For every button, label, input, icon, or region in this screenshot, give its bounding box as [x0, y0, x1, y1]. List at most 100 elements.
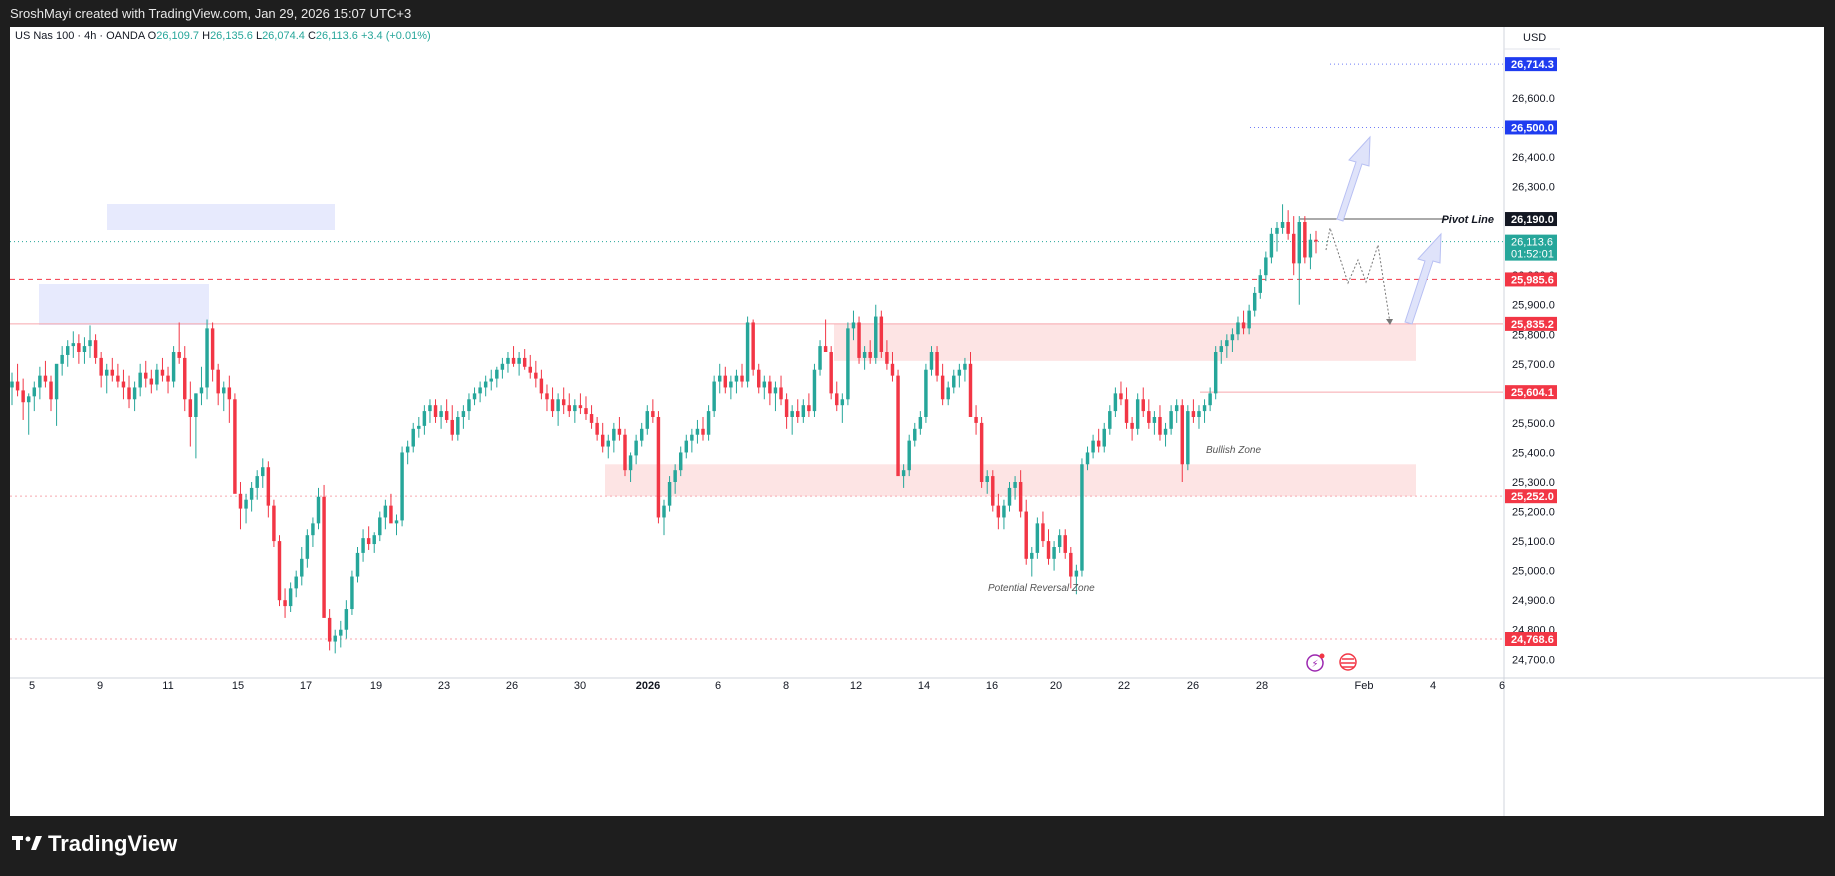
candle-body	[1135, 399, 1140, 429]
candle	[1069, 547, 1073, 589]
candle	[138, 363, 142, 397]
candle-body	[394, 520, 399, 524]
candle	[1286, 210, 1290, 240]
time-tick-label: 4	[1430, 680, 1436, 692]
candle	[1197, 405, 1201, 429]
candlestick-chart[interactable]: Pivot Line Bullish Zone Potential Reversal…	[10, 27, 1824, 816]
upward-arrow-1	[1336, 135, 1371, 222]
candle-body	[1186, 411, 1190, 465]
candle-body	[935, 352, 939, 376]
candle-body	[300, 558, 304, 577]
candle-body	[901, 470, 906, 477]
candle	[1052, 541, 1056, 571]
candle	[1258, 269, 1263, 299]
candle-body	[467, 399, 471, 412]
candle-body	[1007, 487, 1012, 506]
candle	[656, 411, 661, 524]
candle-body	[38, 375, 42, 388]
ohlc-legend: US Nas 100 · 4h · OANDA O26,109.7 H26,13…	[15, 30, 431, 42]
tradingview-logo[interactable]: TradingView	[12, 831, 177, 857]
candle	[361, 529, 365, 562]
candle-body	[1247, 310, 1251, 329]
candle-body	[1252, 292, 1257, 311]
time-tick-label: 2026	[636, 680, 660, 692]
candle-body	[706, 411, 711, 435]
candle	[327, 609, 332, 651]
candle	[573, 399, 577, 423]
candle-body	[907, 440, 911, 471]
candle	[1119, 381, 1123, 406]
candle-body	[929, 352, 934, 370]
candle	[1085, 446, 1090, 471]
time-tick-label: 17	[300, 680, 312, 692]
candle-body	[277, 541, 282, 601]
candle	[283, 588, 287, 618]
candle-body	[65, 346, 70, 355]
candle-body	[1303, 222, 1307, 258]
candle-body	[15, 381, 20, 391]
candle-body	[1102, 428, 1106, 447]
candle	[1135, 393, 1140, 435]
legend-part: 26,135.6	[210, 30, 256, 42]
candle	[1080, 458, 1084, 577]
candle-body	[868, 352, 872, 358]
candle-body	[1013, 482, 1017, 488]
candle	[1108, 405, 1112, 435]
candle-body	[801, 405, 806, 417]
candle	[1030, 547, 1034, 577]
candle	[305, 529, 310, 568]
price-tick-label: 25,500.0	[1512, 418, 1555, 430]
time-tick-label: 22	[1118, 680, 1130, 692]
candle	[1314, 230, 1318, 254]
candle-body	[1236, 322, 1240, 335]
candle-body	[612, 428, 616, 441]
price-tick-label: 25,400.0	[1512, 447, 1555, 459]
candle-body	[1230, 334, 1235, 341]
candle	[1169, 405, 1173, 435]
candle-body	[121, 381, 126, 388]
candle	[1202, 399, 1207, 423]
candle	[740, 363, 744, 388]
candle	[1275, 222, 1279, 252]
candle-body	[444, 411, 449, 420]
upward-arrow-2	[1404, 232, 1442, 325]
candle	[1208, 387, 1212, 412]
legend-part: C	[308, 30, 316, 42]
candle-body	[132, 387, 137, 400]
chart-panel[interactable]: Pivot Line Bullish Zone Potential Reversal…	[10, 27, 1824, 816]
candle	[261, 458, 265, 488]
candle-body	[500, 363, 505, 370]
candle-body	[99, 357, 103, 376]
candle-body	[757, 369, 761, 388]
candle-body	[383, 505, 388, 518]
candle-body	[584, 408, 588, 415]
candle	[244, 493, 248, 524]
candle	[589, 405, 594, 429]
candle	[171, 346, 176, 388]
price-tags-layer: 26,714.3 26,500.0 26,190.0 26,113.601:52:01…	[1505, 57, 1557, 647]
time-tick-label: 11	[162, 680, 173, 692]
candle-body	[60, 354, 64, 364]
candle	[1241, 310, 1246, 335]
candle-body	[32, 387, 37, 397]
price-tag-label: 26,714.3	[1511, 59, 1554, 71]
candle-body	[1219, 346, 1223, 352]
candle-body	[210, 328, 215, 370]
candle	[779, 375, 783, 406]
candle	[1303, 216, 1307, 264]
candle	[734, 369, 739, 394]
time-tick-label: 16	[986, 680, 998, 692]
candle	[54, 363, 59, 426]
candle	[913, 422, 917, 447]
candle-body	[411, 428, 415, 447]
candle-body	[1024, 511, 1028, 559]
price-tag-box	[1505, 316, 1557, 331]
candle-body	[244, 499, 248, 509]
candle	[166, 366, 170, 394]
candle-body	[823, 346, 828, 352]
candle-body	[712, 381, 716, 412]
candle-body	[556, 399, 560, 412]
candle	[322, 484, 326, 618]
candle	[690, 428, 694, 453]
candle	[991, 470, 995, 512]
